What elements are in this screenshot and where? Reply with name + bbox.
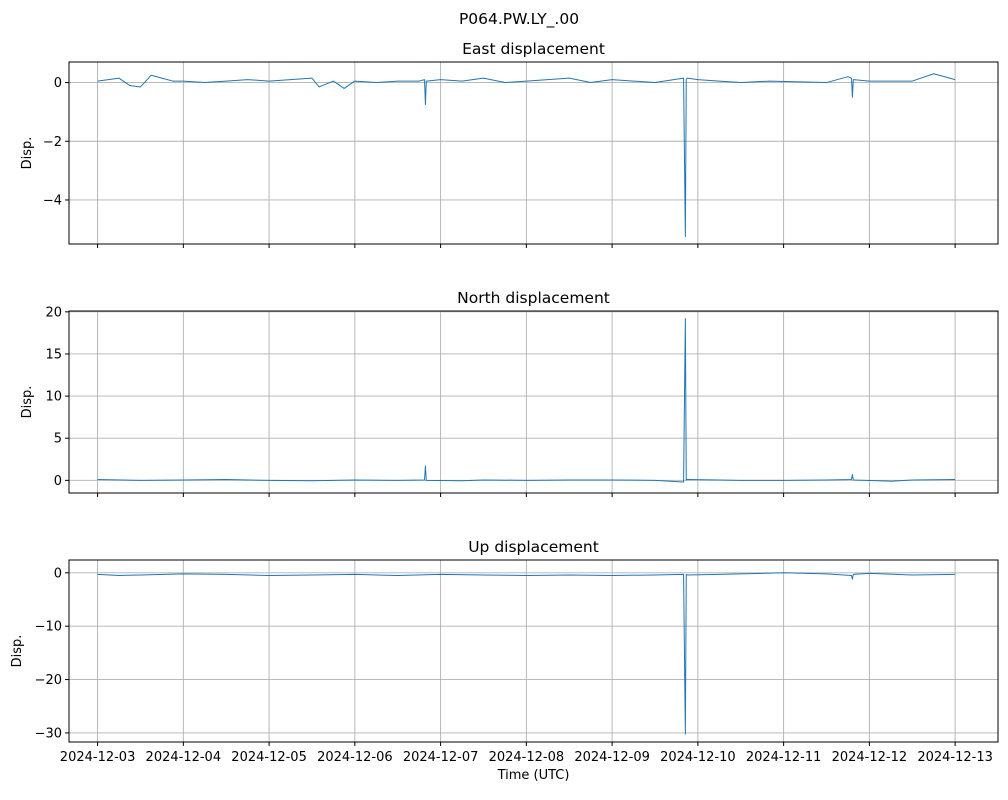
y-axis-label: Disp. <box>20 137 35 170</box>
x-tick-label: 2024-12-03 <box>60 750 136 765</box>
x-tick-label: 2024-12-12 <box>832 750 908 765</box>
figure-suptitle: P064.PW.LY_.00 <box>459 10 579 29</box>
x-tick-label: 2024-12-04 <box>146 750 222 765</box>
series-line-1 <box>97 572 956 735</box>
y-tick-label: 0 <box>54 474 62 489</box>
panel-3: 2024-12-03 2024-12-04 2024-12-05 2024-12-06… <box>10 538 999 783</box>
y-axis-label: Disp. <box>20 386 35 419</box>
y-tick-label: 5 <box>54 432 62 447</box>
x-tick-label: 2024-12-10 <box>660 750 736 765</box>
y-axis-label: Disp. <box>10 635 25 668</box>
y-tick-label: −30 <box>35 726 62 741</box>
plot-frame <box>68 61 999 245</box>
y-tick-label: −10 <box>35 620 62 635</box>
y-tick-label: 10 <box>45 390 62 405</box>
x-axis-label: Time (UTC) <box>497 768 570 783</box>
x-tick-label: 2024-12-11 <box>746 750 822 765</box>
y-tick-label: −4 <box>43 193 62 208</box>
x-tick-label: 2024-12-08 <box>489 750 565 765</box>
y-tick-label: 15 <box>45 347 62 362</box>
x-tick-label: 2024-12-13 <box>917 750 993 765</box>
panel-title: North displacement <box>457 289 610 307</box>
panel-2: 0 5 10 15 20 North displacement Disp. <box>20 289 999 497</box>
x-tick-label: 2024-12-09 <box>574 750 650 765</box>
y-tick-label: 0 <box>54 76 62 91</box>
panel-title: Up displacement <box>468 538 599 556</box>
x-tick-label: 2024-12-07 <box>403 750 479 765</box>
panel-title: East displacement <box>462 40 605 58</box>
series-line-1 <box>97 318 956 483</box>
panel-1: 0 −2 −4 East displacement Disp. <box>20 40 999 248</box>
y-tick-label: 20 <box>45 305 62 320</box>
plot-frame <box>68 310 999 494</box>
y-tick-label: −20 <box>35 673 62 688</box>
y-tick-label: −2 <box>43 135 62 150</box>
y-tick-label: 0 <box>54 566 62 581</box>
plot-frame <box>68 559 999 743</box>
series-line-1 <box>97 73 956 238</box>
panels: 0 −2 −4 East displacement Disp. 0 5 10 15 20 North… <box>10 40 999 783</box>
x-tick-label: 2024-12-06 <box>317 750 393 765</box>
x-tick-label: 2024-12-05 <box>231 750 307 765</box>
